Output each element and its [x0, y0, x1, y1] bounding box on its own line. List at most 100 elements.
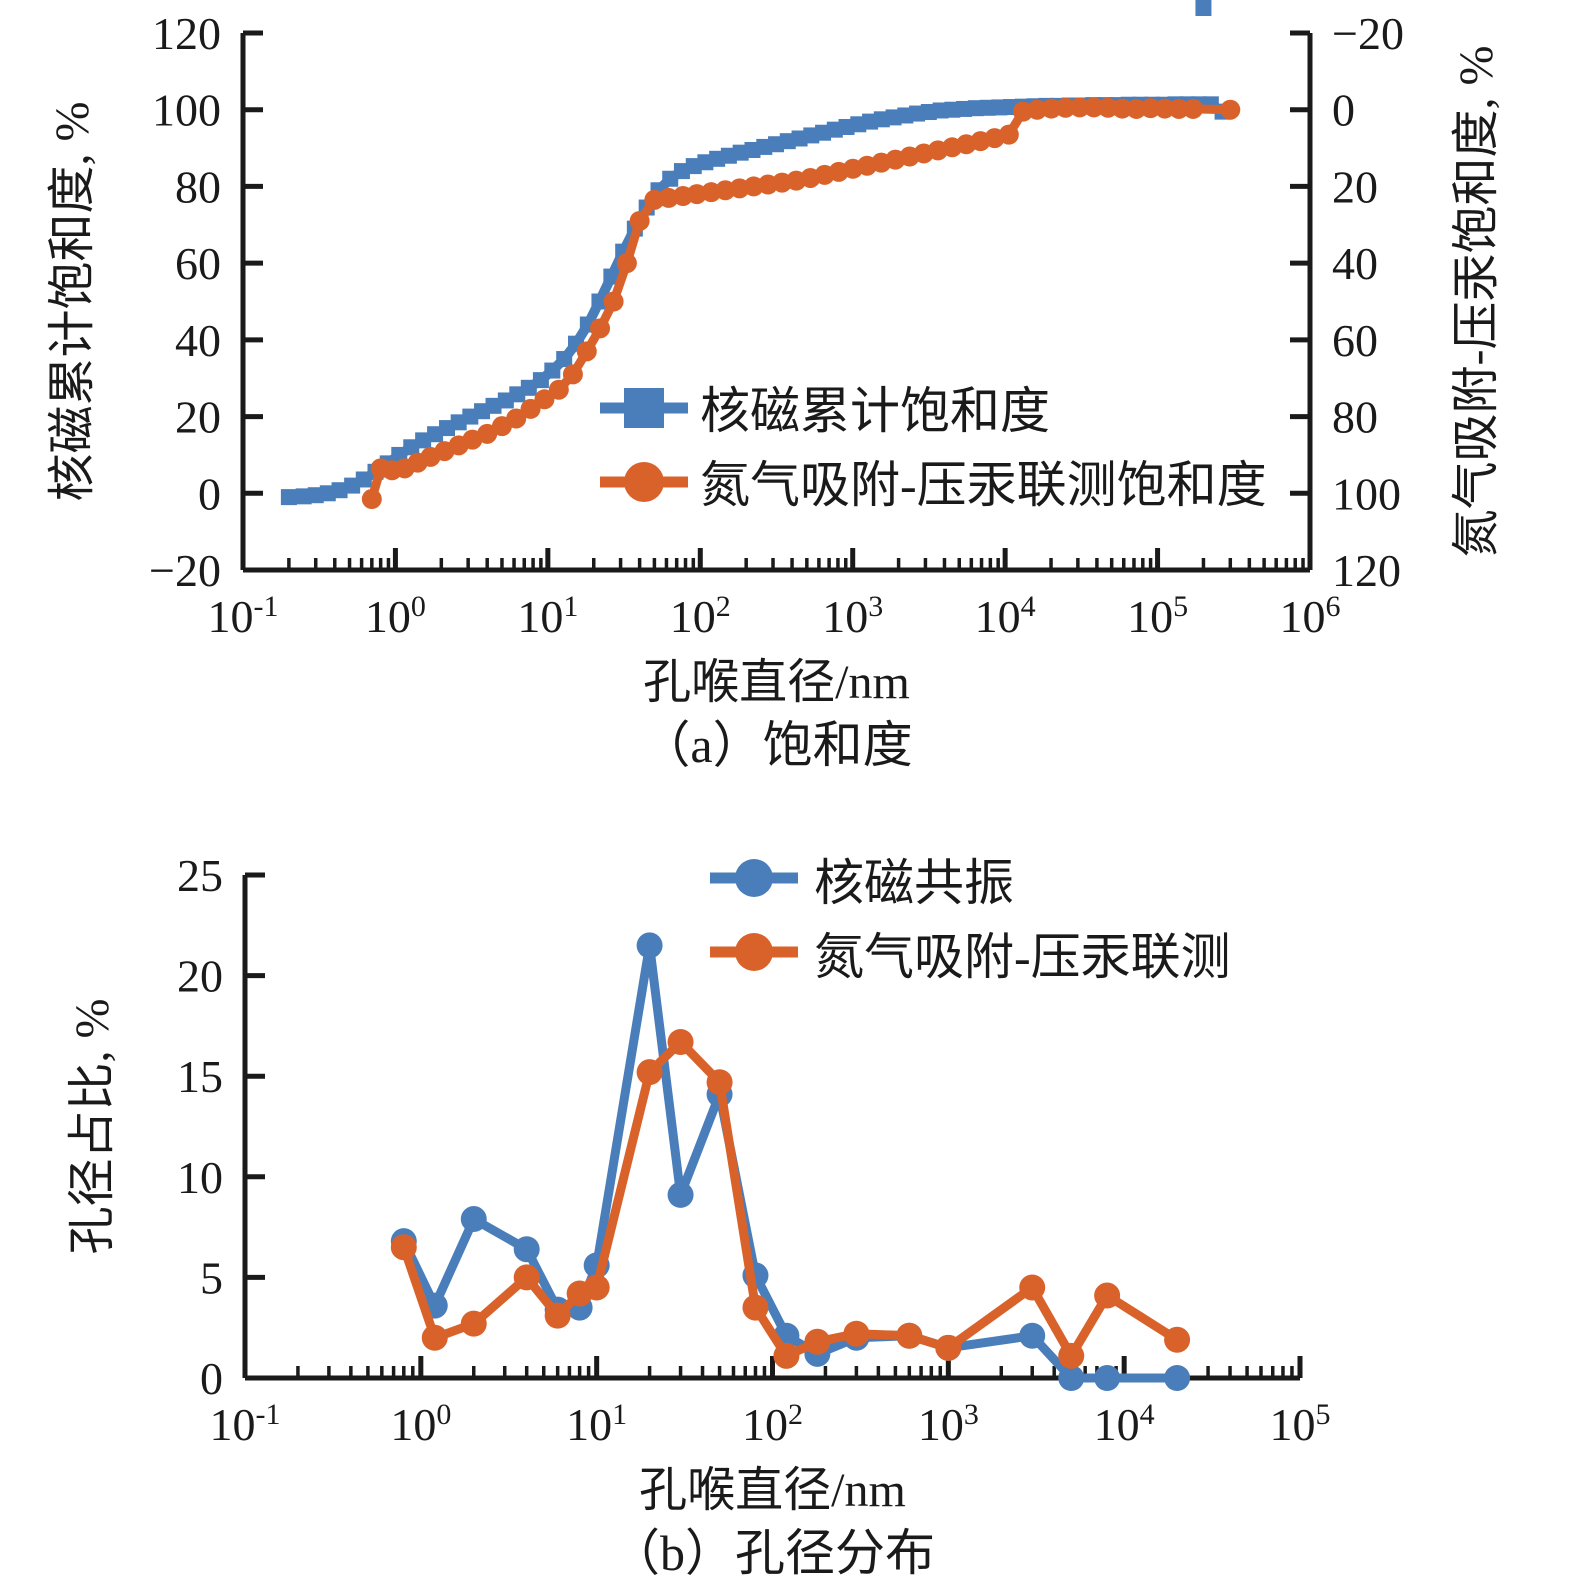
panel-b-x-tick-label: 102: [742, 1398, 803, 1451]
panel-a-right-tick-label: −20: [1332, 8, 1404, 59]
panel-b-x-tick-label: 104: [1094, 1398, 1155, 1451]
panel-a: −20 0 20 40 60 80 100 120 −20 0 20 40 60 80 100 120 10-1…: [46, 0, 1503, 773]
panel-b-series-line-1: [399, 1037, 1182, 1361]
panel-a-data-point: [603, 291, 624, 312]
panel-b-data-point: [583, 1274, 610, 1301]
panel-b-x-tick-label: 101: [566, 1398, 627, 1451]
panel-a-right-tick-label: 60: [1332, 315, 1378, 366]
panel-b-data-point: [460, 1310, 487, 1337]
panel-b-data-point: [544, 1302, 571, 1329]
panel-a-right-tick-label: 20: [1332, 161, 1378, 212]
panel-b-data-point: [1058, 1365, 1085, 1391]
panel-b-y-tick-label: 20: [177, 951, 223, 1002]
panel-b-data-point: [804, 1328, 831, 1355]
panel-b-data-point: [896, 1322, 923, 1349]
panel-b-data-point: [460, 1206, 487, 1233]
panel-a-left-tick-label: 80: [175, 161, 221, 212]
panel-a-data-point: [591, 293, 608, 310]
panel-a-legend-label-0: 核磁累计饱和度: [700, 383, 1050, 439]
panel-b-x-tick-label: 10-1: [210, 1398, 281, 1451]
panel-b-x-tick-label: 105: [1270, 1398, 1331, 1451]
panel-a-data-point: [506, 408, 527, 429]
panel-a-data-point: [1055, 97, 1076, 118]
panel-b-legend-label-1: 氮气吸附-压汞联测: [814, 929, 1231, 985]
panel-b-ylabel: 孔径占比, %: [66, 999, 119, 1255]
panel-a-data-point: [1183, 98, 1204, 119]
panel-a-data-point: [331, 482, 348, 499]
panel-b-data-point: [1058, 1342, 1085, 1369]
panel-a-series-line-1: [367, 102, 1235, 504]
panel-b-y-tick-label: 15: [177, 1051, 223, 1102]
panel-a-data-point: [1041, 98, 1062, 119]
panel-b-data-point: [513, 1236, 540, 1263]
panel-a-data-point: [1140, 98, 1161, 119]
panel-a-data-point: [1069, 97, 1090, 118]
panel-a-legend-marker-0: [624, 388, 664, 428]
panel-a-data-point: [1154, 98, 1175, 119]
panel-a-x-tick-label: 105: [1127, 590, 1188, 643]
panel-a-legend-label-1: 氮气吸附-压汞联测饱和度: [700, 457, 1267, 513]
panel-a-data-point: [1112, 98, 1133, 119]
panel-a-data-point: [590, 318, 611, 339]
panel-a-x-tick-label: 101: [517, 590, 578, 643]
panel-b-data-point: [1094, 1365, 1121, 1391]
panel-a-data-point: [361, 489, 382, 510]
panel-a-legend-marker-1: [624, 462, 664, 502]
panel-a-right-tick-label: 0: [1332, 85, 1355, 136]
panel-b-data-point: [421, 1324, 448, 1351]
panel-a-data-point: [520, 379, 537, 396]
panel-a-data-point: [1168, 98, 1189, 119]
panel-a-data-point: [576, 341, 597, 362]
panel-b-y-tick-label: 0: [200, 1353, 223, 1404]
panel-b-x-tick-label: 100: [390, 1398, 451, 1451]
panel-a-right-tick-label: 120: [1332, 545, 1401, 596]
panel-b-y-tick-label: 10: [177, 1152, 223, 1203]
panel-a-ylabel-left: 核磁累计饱和度, %: [46, 102, 99, 502]
panel-b-data-point: [1094, 1282, 1121, 1309]
panel-a-data-point: [1220, 99, 1241, 120]
panel-a-left-tick-label: 20: [175, 392, 221, 443]
panel-a-data-point: [280, 489, 297, 506]
panel-b-data-point: [1019, 1322, 1046, 1349]
panel-b-data-point: [773, 1342, 800, 1369]
panel-b-data-point: [636, 932, 663, 959]
panel-a-data-point: [562, 364, 583, 385]
panel-a-data-point: [534, 389, 555, 410]
panel-a-data-point: [520, 398, 541, 419]
panel-a-data-point: [548, 379, 569, 400]
panel-b-x-tick-label: 103: [918, 1398, 979, 1451]
panel-a-data-point: [1098, 97, 1119, 118]
panel-b: 0 5 10 15 20 25 10-1 100 101 102 103 104 105 孔径占比, % 孔…: [66, 850, 1331, 1581]
panel-a-caption: （a）饱和度: [640, 717, 912, 773]
panel-b-caption: （b）孔径分布: [610, 1525, 935, 1581]
panel-b-xlabel: 孔喉直径/nm: [639, 1464, 906, 1517]
panel-b-y-tick-label: 5: [200, 1252, 223, 1303]
panel-a-left-tick-label: 100: [152, 85, 221, 136]
panel-a-x-tick-label: 104: [975, 590, 1036, 643]
panel-a-data-point: [556, 351, 573, 368]
panel-a-data-point: [295, 488, 312, 505]
panel-a-data-point: [485, 397, 502, 414]
panel-a-left-tick-label: 60: [175, 238, 221, 289]
panel-a-right-tick-label: 40: [1332, 238, 1378, 289]
panel-b-data-point: [935, 1334, 962, 1361]
panel-b-legend-label-0: 核磁共振: [814, 855, 1014, 911]
panel-b-data-point: [742, 1294, 769, 1321]
panel-a-data-point: [477, 423, 498, 444]
panel-b-legend-marker-0: [735, 859, 773, 897]
panel-b-data-point: [667, 1028, 694, 1055]
panel-a-ylabel-right: 氮气吸附-压汞饱和度, %: [1450, 46, 1503, 558]
panel-a-x-tick-label: 100: [365, 590, 426, 643]
panel-b-legend-marker-1: [735, 933, 773, 971]
panel-a-data-point: [1083, 97, 1104, 118]
panel-a-data-point: [307, 487, 324, 504]
panel-b-data-point: [636, 1059, 663, 1086]
panel-a-data-point: [1195, 0, 1212, 16]
panel-a-x-tick-label: 106: [1280, 590, 1341, 643]
panel-a-left-tick-label: −20: [149, 545, 221, 596]
panel-a-xlabel: 孔喉直径/nm: [643, 656, 910, 709]
